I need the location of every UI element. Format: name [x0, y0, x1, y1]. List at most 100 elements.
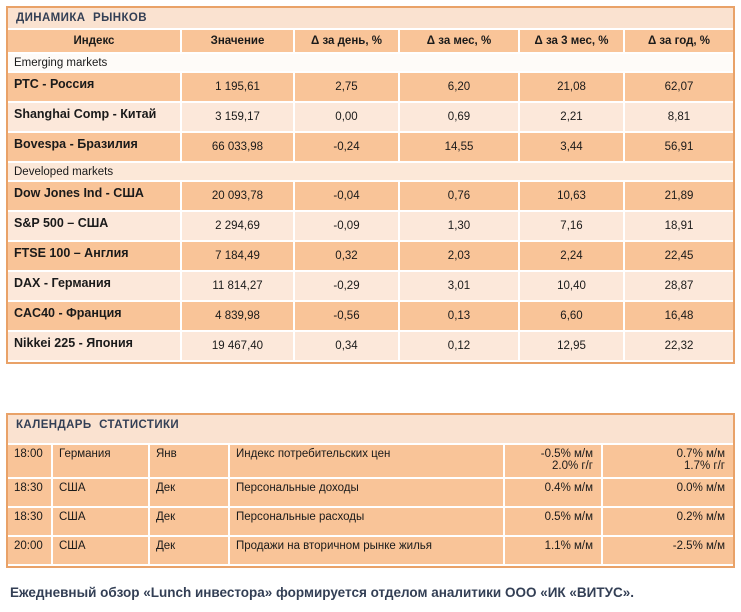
market-row: Shanghai Comp - Китай 3 159,17 0,00 0,69 2,2… — [8, 103, 733, 133]
delta-3month-cell: 12,95 — [520, 332, 625, 362]
delta-year-cell: 22,45 — [625, 242, 733, 272]
calendar-row: 20:00 США Дек Продажи на вторичном рынке жи… — [8, 537, 733, 566]
delta-month-cell: 0,69 — [400, 103, 520, 133]
market-section-row-1: Developed markets — [8, 163, 733, 182]
delta-day-cell: -0,56 — [295, 302, 400, 332]
delta-month-cell: 0,12 — [400, 332, 520, 362]
statistics-calendar-title: КАЛЕНДАРЬ СТАТИСТИКИ — [8, 415, 733, 445]
calendar-value2-cell: 0.7% м/м 1.7% г/г — [603, 445, 733, 479]
delta-year-cell: 56,91 — [625, 133, 733, 163]
index-name-cell: Shanghai Comp - Китай — [8, 103, 182, 133]
market-dynamics-table: Индекс Значение Δ за день, % Δ за мес, % Δ з… — [8, 30, 733, 362]
calendar-period-cell: Янв — [150, 445, 230, 479]
market-section-label: Emerging markets — [8, 54, 733, 73]
index-value-cell: 11 814,27 — [182, 272, 295, 302]
delta-3month-cell: 2,21 — [520, 103, 625, 133]
calendar-period-cell: Дек — [150, 508, 230, 537]
calendar-value1-cell: 0.4% м/м — [505, 479, 603, 508]
calendar-value-line: 0.7% м/м — [676, 448, 725, 460]
delta-year-cell: 62,07 — [625, 73, 733, 103]
delta-day-cell: 2,75 — [295, 73, 400, 103]
delta-3month-cell: 6,60 — [520, 302, 625, 332]
calendar-period-cell: Дек — [150, 479, 230, 508]
delta-3month-cell: 21,08 — [520, 73, 625, 103]
delta-day-cell: -0,04 — [295, 182, 400, 212]
market-column-header-0: Индекс — [8, 30, 182, 54]
delta-3month-cell: 7,16 — [520, 212, 625, 242]
market-row: Bovespa - Бразилия 66 033,98 -0,24 14,55 3,4… — [8, 133, 733, 163]
index-value-cell: 19 467,40 — [182, 332, 295, 362]
delta-month-cell: 14,55 — [400, 133, 520, 163]
delta-day-cell: -0,24 — [295, 133, 400, 163]
index-value-cell: 3 159,17 — [182, 103, 295, 133]
calendar-event-cell: Индекс потребительских цен — [230, 445, 505, 479]
market-section-label: Developed markets — [8, 163, 733, 182]
market-header-row: Индекс Значение Δ за день, % Δ за мес, % Δ з… — [8, 30, 733, 54]
calendar-value2-cell: -2.5% м/м — [603, 537, 733, 566]
index-value-cell: 1 195,61 — [182, 73, 295, 103]
market-table-header: Индекс Значение Δ за день, % Δ за мес, % Δ з… — [8, 30, 733, 54]
market-column-header-3: Δ за мес, % — [400, 30, 520, 54]
delta-day-cell: 0,34 — [295, 332, 400, 362]
delta-year-cell: 8,81 — [625, 103, 733, 133]
calendar-time-cell: 18:00 — [8, 445, 53, 479]
index-name-cell: Dow Jones Ind - США — [8, 182, 182, 212]
index-value-cell: 2 294,69 — [182, 212, 295, 242]
calendar-value1-cell: 1.1% м/м — [505, 537, 603, 566]
calendar-table-body: 18:00 Германия Янв Индекс потребительских ц… — [8, 445, 733, 566]
delta-day-cell: 0,32 — [295, 242, 400, 272]
index-name-cell: DAX - Германия — [8, 272, 182, 302]
calendar-value2-cell: 0.0% м/м — [603, 479, 733, 508]
calendar-country-cell: США — [53, 537, 150, 566]
calendar-value1-cell: 0.5% м/м — [505, 508, 603, 537]
calendar-event-cell: Продажи на вторичном рынке жилья — [230, 537, 505, 566]
market-column-header-2: Δ за день, % — [295, 30, 400, 54]
index-name-cell: CAC40 - Франция — [8, 302, 182, 332]
delta-year-cell: 18,91 — [625, 212, 733, 242]
calendar-time-cell: 18:30 — [8, 508, 53, 537]
delta-month-cell: 3,01 — [400, 272, 520, 302]
market-row: FTSE 100 – Англия 7 184,49 0,32 2,03 2,24 22,… — [8, 242, 733, 272]
delta-day-cell: -0,29 — [295, 272, 400, 302]
calendar-value-line: 2.0% г/г — [552, 460, 593, 472]
market-column-header-1: Значение — [182, 30, 295, 54]
delta-3month-cell: 2,24 — [520, 242, 625, 272]
market-row: Dow Jones Ind - США 20 093,78 -0,04 0,76 10,… — [8, 182, 733, 212]
delta-month-cell: 0,76 — [400, 182, 520, 212]
delta-year-cell: 16,48 — [625, 302, 733, 332]
calendar-row: 18:30 США Дек Персональные расходы 0.5% м/м 0… — [8, 508, 733, 537]
delta-month-cell: 0,13 — [400, 302, 520, 332]
calendar-country-cell: Германия — [53, 445, 150, 479]
market-dynamics-panel: ДИНАМИКА РЫНКОВ Индекс Значение Δ за день,… — [6, 6, 735, 364]
market-column-header-4: Δ за 3 мес, % — [520, 30, 625, 54]
statistics-calendar-panel: КАЛЕНДАРЬ СТАТИСТИКИ 18:00 Германия Янв Инд… — [6, 413, 735, 568]
index-name-cell: S&P 500 – США — [8, 212, 182, 242]
market-row: CAC40 - Франция 4 839,98 -0,56 0,13 6,60 16,4… — [8, 302, 733, 332]
calendar-country-cell: США — [53, 508, 150, 537]
delta-year-cell: 21,89 — [625, 182, 733, 212]
calendar-time-cell: 18:30 — [8, 479, 53, 508]
statistics-calendar-table: 18:00 Германия Янв Индекс потребительских ц… — [8, 445, 733, 566]
market-row: Nikkei 225 - Япония 19 467,40 0,34 0,12 12,9… — [8, 332, 733, 362]
market-row: DAX - Германия 11 814,27 -0,29 3,01 10,40 28,… — [8, 272, 733, 302]
delta-month-cell: 2,03 — [400, 242, 520, 272]
market-section-row-0: Emerging markets — [8, 54, 733, 73]
index-name-cell: Nikkei 225 - Япония — [8, 332, 182, 362]
delta-month-cell: 1,30 — [400, 212, 520, 242]
calendar-row: 18:30 США Дек Персональные доходы 0.4% м/м 0.… — [8, 479, 733, 508]
market-table-body: Emerging markets РТС - Россия 1 195,61 2,75… — [8, 54, 733, 362]
calendar-value2-cell: 0.2% м/м — [603, 508, 733, 537]
market-row: S&P 500 – США 2 294,69 -0,09 1,30 7,16 18,91 — [8, 212, 733, 242]
calendar-value-line: 0.4% м/м — [544, 482, 593, 494]
delta-3month-cell: 10,63 — [520, 182, 625, 212]
index-value-cell: 7 184,49 — [182, 242, 295, 272]
index-value-cell: 4 839,98 — [182, 302, 295, 332]
calendar-event-cell: Персональные расходы — [230, 508, 505, 537]
calendar-event-cell: Персональные доходы — [230, 479, 505, 508]
index-name-cell: Bovespa - Бразилия — [8, 133, 182, 163]
calendar-value-line: -2.5% м/м — [672, 540, 725, 552]
delta-day-cell: -0,09 — [295, 212, 400, 242]
calendar-value-line: 0.0% м/м — [676, 482, 725, 494]
calendar-country-cell: США — [53, 479, 150, 508]
